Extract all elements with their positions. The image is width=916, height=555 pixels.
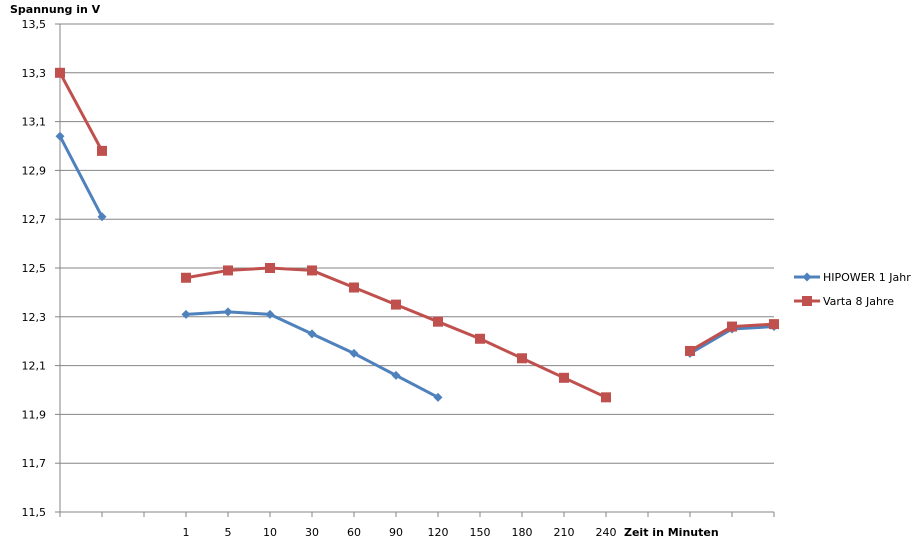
axes: 11,5 11,7 11,9 12,1 12,3 12,5 12,7 12,9 13,1 13,3… (22, 18, 775, 539)
data-point (475, 333, 485, 344)
y-tick-label: 12,9 (22, 164, 47, 177)
y-tick-label: 13,3 (22, 67, 47, 80)
data-point (727, 321, 737, 332)
x-tick-label: 150 (470, 526, 491, 539)
data-point (265, 309, 275, 319)
data-point (769, 319, 779, 330)
series-line (185, 310, 439, 399)
series-group (55, 67, 779, 403)
gridlines (60, 23, 774, 464)
data-point (433, 316, 443, 327)
series-hipower (55, 131, 779, 402)
x-tick-label: 90 (389, 526, 403, 539)
y-tick-label: 12,3 (22, 311, 47, 324)
x-tick-label: 10 (263, 526, 277, 539)
series-varta (55, 67, 779, 403)
data-point (391, 299, 401, 310)
legend: HIPOWER 1 Jahr Varta 8 Jahre (794, 271, 911, 308)
data-point (223, 307, 233, 317)
data-point (685, 345, 695, 356)
data-point (97, 212, 107, 222)
y-tick-label: 11,7 (22, 457, 47, 470)
data-point (55, 67, 65, 78)
data-point (559, 372, 569, 383)
data-point (265, 263, 275, 273)
data-point (55, 131, 65, 141)
y-tick-label: 13,1 (22, 116, 47, 129)
legend-label: Varta 8 Jahre (823, 295, 894, 308)
x-tick-label: 30 (305, 526, 319, 539)
legend-label: HIPOWER 1 Jahr (823, 271, 911, 284)
data-point (601, 392, 611, 403)
x-tick-label: 1 (183, 526, 190, 539)
data-point (181, 272, 191, 283)
x-axis-title: Zeit in Minuten (624, 526, 719, 539)
data-point (349, 348, 359, 358)
series-line (58, 72, 104, 152)
data-point (307, 329, 317, 339)
x-tick-label: 180 (512, 526, 533, 539)
data-point (433, 392, 443, 402)
data-point (517, 353, 527, 364)
data-point (97, 145, 107, 156)
y-axis-title: Spannung in V (10, 3, 101, 16)
x-tick-label: 210 (554, 526, 575, 539)
x-tick-label: 60 (347, 526, 361, 539)
data-point (223, 265, 233, 276)
x-tick-label: 240 (596, 526, 617, 539)
legend-marker (802, 296, 812, 306)
y-tick-label: 12,7 (22, 213, 47, 226)
y-tick-label: 12,5 (22, 262, 47, 275)
data-point (181, 309, 191, 319)
x-tick-label: 5 (225, 526, 232, 539)
y-tick-label: 13,5 (22, 18, 47, 31)
x-tick-label: 120 (428, 526, 449, 539)
y-tick-label: 11,9 (22, 408, 47, 421)
legend-marker (802, 272, 812, 282)
y-tick-label: 12,1 (22, 360, 47, 373)
y-tick-label: 11,5 (22, 506, 47, 519)
data-point (391, 370, 401, 380)
data-point (349, 282, 359, 293)
series-line (58, 135, 104, 218)
data-point (307, 265, 317, 276)
